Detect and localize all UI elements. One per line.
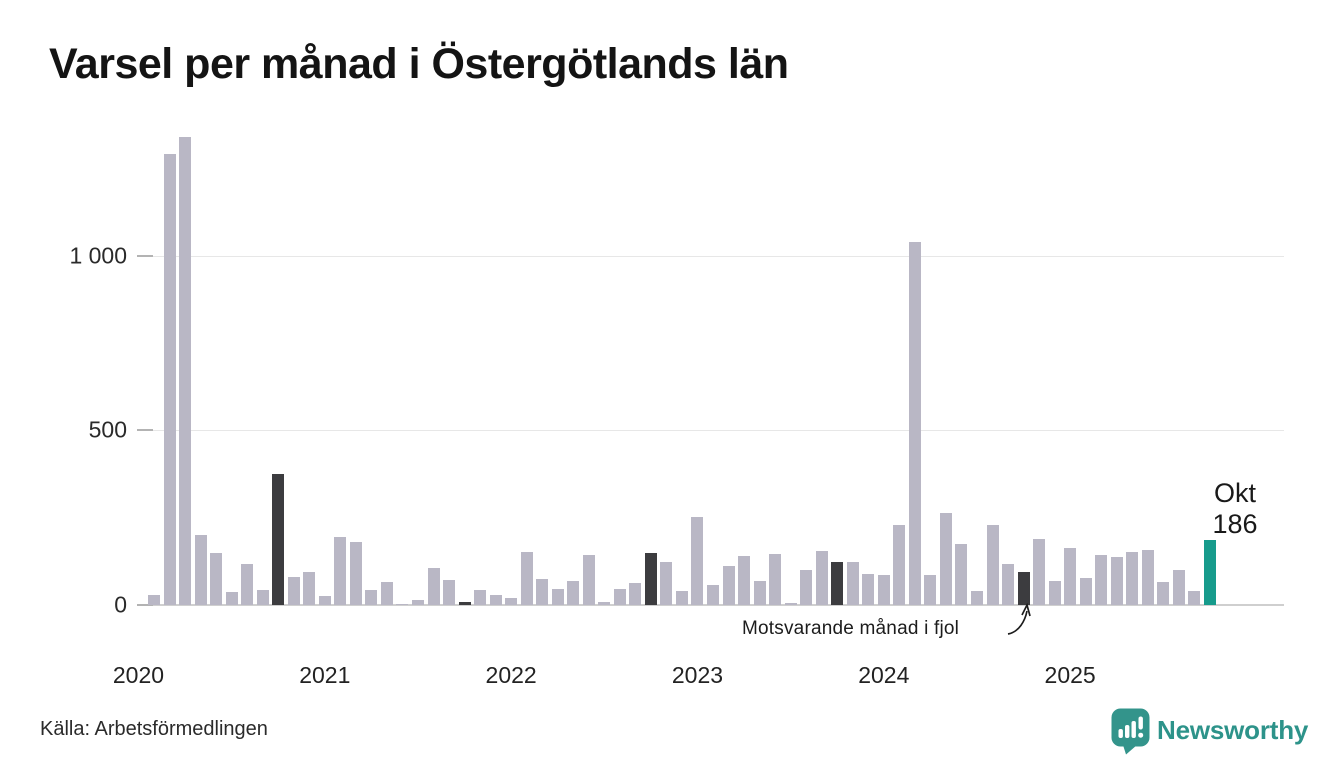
x-tick-label-2022: 2022	[485, 662, 537, 688]
bar-2023-08	[800, 570, 813, 605]
bar-2024-12	[1048, 580, 1061, 605]
bar-2023-05	[753, 580, 766, 605]
bar-2022-07	[598, 602, 611, 605]
x-tick-label-2024: 2024	[858, 662, 910, 688]
bar-2023-07	[784, 602, 797, 605]
newsworthy-logo-icon	[1111, 708, 1150, 755]
bar-2025-05	[1126, 551, 1139, 605]
bar-2025-03	[1095, 555, 1108, 605]
bar-2022-03	[536, 579, 549, 605]
bar-2021-02	[334, 536, 347, 605]
bar-2024-11	[1033, 538, 1046, 605]
y-tick-label-500: 500	[88, 416, 127, 443]
bar-2021-08	[427, 568, 440, 605]
bar-2024-06	[955, 543, 968, 605]
bar-2022-01	[505, 598, 518, 605]
chart-title: Varsel per månad i Östergötlands län	[49, 40, 789, 88]
gridline-1000	[140, 255, 1284, 257]
bar-2020-08	[241, 564, 254, 605]
bar-2022-11	[660, 561, 673, 605]
gridline-500	[140, 430, 1284, 432]
last-year-annotation: Motsvarande månad i fjol	[742, 618, 960, 639]
bar-2020-04	[179, 136, 192, 605]
bar-2022-06	[582, 554, 595, 605]
bar-2022-08	[613, 588, 626, 605]
bar-2024-08	[986, 524, 999, 605]
bar-2023-03	[722, 565, 735, 605]
bar-2020-07	[225, 592, 238, 605]
bar-2022-04	[551, 589, 564, 605]
bar-2022-10	[644, 552, 657, 605]
y-tickmark-500	[137, 429, 153, 432]
bar-2023-01	[691, 516, 704, 605]
bar-2023-09	[815, 551, 828, 605]
x-tick-label-2021: 2021	[299, 662, 351, 688]
bar-2025-06	[1141, 550, 1154, 605]
bar-2023-10	[831, 562, 844, 605]
current-month-label: Okt 186	[1183, 478, 1287, 540]
bar-2022-05	[567, 580, 580, 605]
y-tick-label-0: 0	[114, 591, 127, 618]
bar-2023-11	[846, 562, 859, 605]
bar-2021-06	[396, 603, 409, 605]
bar-2021-09	[443, 579, 456, 605]
bar-2024-10	[1017, 572, 1030, 605]
source-caption: Källa: Arbetsförmedlingen	[40, 718, 268, 740]
bar-2024-09	[1002, 564, 1015, 605]
bar-2024-03	[908, 242, 921, 605]
bar-2023-12	[862, 573, 875, 605]
bar-2024-02	[893, 525, 906, 605]
bar-2025-04	[1110, 557, 1123, 605]
bar-2020-12	[303, 572, 316, 605]
bar-2021-01	[318, 596, 331, 605]
bar-2021-04	[365, 589, 378, 605]
bar-2020-03	[163, 154, 176, 605]
bar-2024-07	[970, 590, 983, 605]
newsworthy-logo-text: Newsworthy	[1157, 715, 1309, 745]
bar-2020-09	[256, 589, 269, 605]
bar-2023-04	[738, 556, 751, 605]
bar-2021-03	[349, 541, 362, 605]
bar-2020-11	[287, 577, 300, 605]
bar-2021-10	[458, 601, 471, 605]
bar-2024-04	[924, 574, 937, 605]
bar-2020-06	[210, 553, 223, 605]
current-month-value: 186	[1212, 509, 1258, 539]
bar-2020-10	[272, 473, 285, 605]
bar-2020-02	[148, 594, 160, 605]
y-tickmark-1000	[137, 254, 153, 257]
bar-2020-05	[194, 535, 207, 605]
x-tick-label-2023: 2023	[671, 662, 724, 688]
bar-2021-12	[489, 595, 502, 605]
bar-2022-02	[520, 551, 533, 605]
bar-2023-02	[707, 585, 719, 605]
bar-2023-06	[769, 553, 782, 605]
bar-2025-10	[1203, 540, 1216, 605]
bar-2025-07	[1157, 581, 1170, 605]
bar-2025-08	[1172, 570, 1185, 605]
bar-2022-09	[629, 582, 642, 605]
bar-2024-01	[877, 575, 890, 605]
bar-2021-11	[474, 589, 487, 605]
bar-2024-05	[939, 513, 952, 605]
bar-2025-09	[1188, 590, 1201, 605]
bar-2025-02	[1079, 577, 1092, 605]
bar-2021-07	[411, 599, 424, 605]
bar-2022-12	[675, 590, 688, 605]
bar-2021-05	[380, 581, 393, 605]
bar-2025-01	[1064, 548, 1077, 605]
gridline-0	[140, 604, 1284, 606]
annotation-arrow-icon	[1007, 603, 1031, 635]
x-tick-label-2025: 2025	[1044, 662, 1096, 688]
x-tick-label-2020: 2020	[112, 662, 165, 688]
y-tick-label-1000: 1 000	[69, 242, 127, 269]
current-month-name: Okt	[1213, 478, 1256, 508]
y-tickmark-0	[137, 604, 153, 606]
